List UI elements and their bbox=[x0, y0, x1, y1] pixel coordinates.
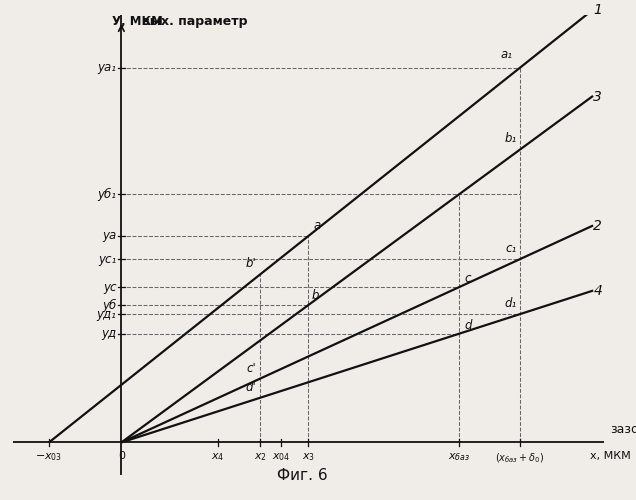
Text: У, МКМ: У, МКМ bbox=[113, 15, 163, 28]
Text: Фиг. 6: Фиг. 6 bbox=[277, 468, 328, 482]
Text: $x_3$: $x_3$ bbox=[302, 452, 315, 463]
Text: d₁: d₁ bbox=[504, 297, 516, 310]
Text: вых. параметр: вых. параметр bbox=[142, 15, 248, 28]
Text: зазор: зазор bbox=[610, 423, 636, 436]
Text: c₁: c₁ bbox=[506, 242, 516, 255]
Text: x, МКМ: x, МКМ bbox=[590, 452, 631, 462]
Text: yд₁: yд₁ bbox=[97, 308, 116, 320]
Text: d: d bbox=[464, 318, 472, 332]
Text: c': c' bbox=[246, 362, 256, 374]
Text: 0: 0 bbox=[118, 452, 125, 462]
Text: yд: yд bbox=[101, 327, 116, 340]
Text: d': d' bbox=[245, 380, 256, 394]
Text: $x_4$: $x_4$ bbox=[211, 452, 225, 463]
Text: yб: yб bbox=[102, 298, 116, 312]
Text: $x_{04}$: $x_{04}$ bbox=[272, 452, 291, 463]
Text: yа₁: yа₁ bbox=[97, 62, 116, 74]
Text: yс: yс bbox=[103, 280, 116, 293]
Text: 2: 2 bbox=[593, 219, 602, 233]
Text: b₁: b₁ bbox=[504, 132, 516, 145]
Text: 3: 3 bbox=[593, 90, 602, 104]
Text: yб₁: yб₁ bbox=[97, 188, 116, 200]
Text: $x_2$: $x_2$ bbox=[254, 452, 266, 463]
Text: $x_{баз}$: $x_{баз}$ bbox=[448, 452, 471, 463]
Text: b': b' bbox=[245, 258, 256, 270]
Text: 1: 1 bbox=[593, 4, 602, 18]
Text: a: a bbox=[314, 219, 321, 232]
Text: $(x_{баз}+\delta_0)$: $(x_{баз}+\delta_0)$ bbox=[495, 452, 544, 465]
Text: $-x_{03}$: $-x_{03}$ bbox=[36, 452, 62, 463]
Text: c: c bbox=[464, 272, 471, 285]
Text: 4: 4 bbox=[593, 284, 602, 298]
Text: yа: yа bbox=[102, 230, 116, 242]
Text: yс₁: yс₁ bbox=[99, 252, 116, 266]
Text: a₁: a₁ bbox=[501, 48, 513, 60]
Text: b: b bbox=[312, 288, 319, 302]
